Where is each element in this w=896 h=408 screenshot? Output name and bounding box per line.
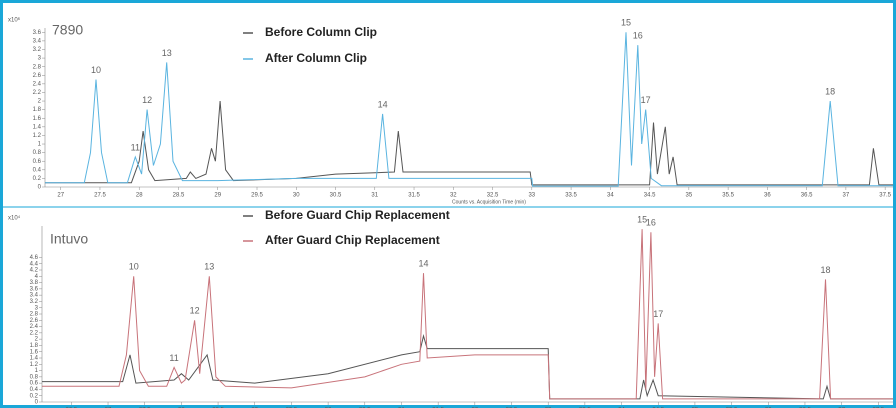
x-tick-label: 28 (136, 193, 143, 199)
y-tick-label: 0.2 (30, 393, 39, 399)
peak-label: 17 (653, 309, 663, 319)
x-tick-label: 32 (450, 193, 457, 199)
y-tick-label: 0 (38, 185, 42, 191)
y-tick-label: 2 (38, 99, 42, 105)
legend-label: Before Column Clip (265, 25, 377, 39)
x-tick-label: 34.5 (644, 193, 656, 199)
y-tick-label: 0.4 (30, 387, 39, 393)
y-tick-label: 2.4 (33, 81, 42, 87)
y-tick-label: 1.8 (33, 107, 42, 113)
y-tick-label: 2.6 (30, 318, 39, 324)
x-tick-label: 31 (371, 193, 378, 199)
y-tick-label: 0.8 (30, 374, 39, 380)
x-tick-label: 36 (764, 193, 771, 199)
y-tick-label: 1 (38, 142, 42, 148)
y-tick-label: 2.2 (30, 330, 39, 336)
peak-label: 15 (621, 18, 631, 28)
y-tick-label: 0.8 (33, 150, 42, 156)
chart-name: Intuvo (50, 231, 88, 247)
y-tick-label: 0.2 (33, 176, 42, 182)
x-tick-label: 36.5 (801, 193, 813, 199)
legend-label: After Column Clip (265, 51, 367, 65)
peak-label: 18 (820, 265, 830, 275)
x-tick-label: 33.5 (565, 193, 577, 199)
peak-label: 14 (378, 99, 388, 109)
y-tick-label: 0.4 (33, 167, 42, 173)
x-tick-label: 37 (843, 193, 850, 199)
x-tick-label: 32.5 (487, 193, 499, 199)
chart-name: 7890 (52, 22, 83, 38)
peak-label: 11 (131, 142, 140, 152)
y-tick-label: 4.6 (30, 255, 39, 261)
y-tick-label: 3.2 (33, 47, 42, 53)
y-tick-label: 4.4 (30, 261, 39, 267)
y-tick-label: 3 (38, 56, 42, 62)
y-tick-label: 3 (35, 305, 39, 311)
peak-label: 17 (641, 95, 651, 105)
peak-label: 12 (142, 95, 152, 105)
peak-label: 16 (646, 218, 656, 228)
y-tick-label: 1.6 (30, 349, 39, 355)
y-tick-label: 4.2 (30, 268, 39, 274)
trace (42, 229, 893, 400)
x-tick-label: 31.5 (408, 193, 420, 199)
peak-label: 15 (637, 215, 647, 225)
x-tick-label: 35 (686, 193, 693, 199)
y-multiplier: x10⁶ (8, 17, 21, 24)
x-tick-label: 29.5 (251, 193, 263, 199)
y-tick-label: 2.8 (30, 312, 39, 318)
x-tick-label: 34 (607, 193, 614, 199)
x-tick-label: 27.5 (94, 193, 106, 199)
y-tick-label: 3.6 (30, 286, 39, 292)
peak-label: 12 (190, 306, 200, 316)
peak-label: 14 (418, 259, 428, 269)
y-tick-label: 1.6 (33, 116, 42, 122)
y-tick-label: 1.2 (30, 362, 39, 368)
y-tick-label: 4 (35, 274, 39, 280)
y-tick-label: 1.2 (33, 133, 42, 139)
y-tick-label: 0 (35, 400, 39, 406)
y-tick-label: 3.8 (30, 280, 39, 286)
x-tick-label: 30.5 (330, 193, 342, 199)
peak-label: 16 (633, 31, 643, 41)
x-tick-label: 37.5 (879, 193, 891, 199)
x-tick-label: 27 (57, 193, 64, 199)
x-tick-label: 28.5 (173, 193, 185, 199)
y-tick-label: 2.2 (33, 90, 42, 96)
y-tick-label: 2 (35, 337, 39, 343)
x-tick-label: 33 (528, 193, 535, 199)
y-tick-label: 2.6 (33, 73, 42, 79)
trace (45, 101, 893, 186)
y-tick-label: 1 (35, 368, 39, 374)
peak-label: 10 (129, 262, 139, 272)
peak-label: 18 (825, 86, 835, 96)
y-multiplier: x10⁴ (8, 215, 21, 222)
y-tick-label: 1.4 (33, 124, 42, 130)
trace (45, 32, 893, 187)
y-tick-label: 1.8 (30, 343, 39, 349)
peak-label: 11 (169, 353, 178, 363)
y-tick-label: 2.4 (30, 324, 39, 330)
y-tick-label: 3.6 (33, 30, 42, 36)
legend-label: After Guard Chip Replacement (265, 233, 440, 247)
peak-label: 13 (162, 48, 172, 58)
y-tick-label: 2.8 (33, 64, 42, 70)
y-tick-label: 3.4 (30, 293, 39, 299)
x-tick-label: 35.5 (722, 193, 734, 199)
trace (42, 334, 893, 400)
x-tick-label: 29 (214, 193, 221, 199)
y-tick-label: 0.6 (30, 381, 39, 387)
x-tick-label: 30 (293, 193, 300, 199)
y-tick-label: 1.4 (30, 356, 39, 362)
y-tick-label: 0.6 (33, 159, 42, 165)
legend-label: Before Guard Chip Replacement (265, 208, 450, 222)
y-tick-label: 3.4 (33, 38, 42, 44)
y-tick-label: 3.2 (30, 299, 39, 305)
peak-label: 10 (91, 65, 101, 75)
peak-label: 13 (204, 262, 214, 272)
x-axis-title: Counts vs. Acquisition Time (min) (452, 199, 526, 205)
